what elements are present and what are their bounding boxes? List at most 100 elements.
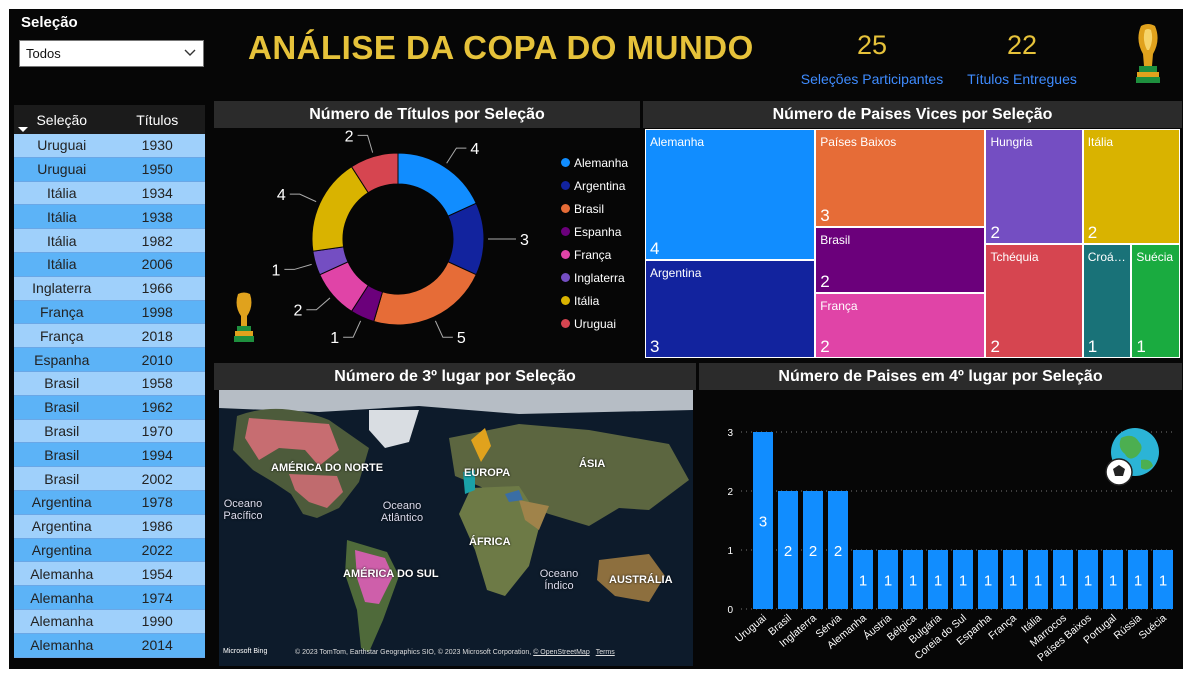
treemap-chart: Alemanha 4 Argentina 3 Países Baixos 3 Brasil 2… [645,129,1180,358]
donut-leader-line [434,320,453,338]
bar-6[interactable] [903,550,923,609]
table-row[interactable]: Argentina 2022 [14,538,205,563]
table-row[interactable]: Alemanha 1974 [14,586,205,610]
bar-data-label: 1 [909,573,917,590]
column-header-selecao[interactable]: Seleção [36,111,88,128]
table-row[interactable]: Alemanha 1954 [14,562,205,587]
donut-title: Número de Títulos por Seleção [214,101,640,128]
bar-3[interactable] [828,491,848,609]
treemap-cell[interactable]: Argentina 3 [645,259,816,358]
legend-item-itália[interactable]: Itália [561,289,651,312]
map-label-indian: Oceano Índico [539,568,579,592]
legend-item-inglaterra[interactable]: Inglaterra [561,266,651,289]
table-row[interactable]: Brasil 1994 [14,443,205,468]
legend-item-frança[interactable]: França [561,243,651,266]
treemap-cell[interactable]: Suécia 1 [1131,243,1180,358]
x-category-label: Rússia [1112,612,1144,642]
treemap-cell-value: 4 [650,238,660,258]
bar-data-label: 2 [834,543,842,560]
donut-slice-alemanha[interactable] [397,152,477,217]
donut-slice-brasil[interactable] [373,261,477,326]
treemap-cell[interactable]: Hungria 2 [985,129,1083,244]
table-row[interactable]: Itália 1982 [14,229,205,253]
cell-selecao: Brasil [44,399,80,416]
cell-selecao: Uruguai [37,137,87,154]
bar-9[interactable] [978,550,998,609]
table-row[interactable]: Alemanha 2014 [14,633,205,658]
treemap-cell[interactable]: Países Baixos 3 [815,129,986,228]
map-label-eu: EUROPA [464,467,511,479]
legend-item-alemanha[interactable]: Alemanha [561,151,651,174]
sort-desc-icon[interactable] [18,127,28,132]
donut-slice-uruguai[interactable] [350,152,399,194]
bar-8[interactable] [953,550,973,609]
kpi-participants-value: 25 [856,30,888,60]
table-row[interactable]: Alemanha 1990 [14,609,205,634]
bar-5[interactable] [878,550,898,609]
table-row[interactable]: Itália 1934 [14,181,205,206]
legend-label: França [574,247,612,262]
world-map[interactable]: AMÉRICA DO NORTE EUROPA ÁSIA ÁFRICA AMÉR… [219,390,693,666]
table-row[interactable]: Uruguai 1930 [14,134,205,158]
bar-2[interactable] [803,491,823,609]
cell-titulos: 1970 [141,422,173,439]
treemap-cell[interactable]: Tchéquia 2 [985,243,1083,358]
table-row[interactable]: Itália 1938 [14,205,205,230]
table-row[interactable]: Espanha 2010 [14,348,205,372]
bar-data-label: 3 [759,514,767,531]
treemap-cell[interactable]: Brasil 2 [815,227,986,293]
table-row[interactable]: Brasil 2002 [14,467,205,491]
map-canvas [219,390,693,666]
donut-data-label: 1 [330,330,339,347]
table-row[interactable]: Uruguai 1950 [14,157,205,182]
donut-leader-line [289,193,317,203]
table-row[interactable]: Argentina 1978 [14,490,205,515]
table-row[interactable]: Brasil 1958 [14,371,205,396]
cell-titulos: 1990 [141,613,173,630]
bar-1[interactable] [778,491,798,609]
bar-14[interactable] [1103,550,1123,609]
table-row[interactable]: Argentina 1986 [14,514,205,539]
map-label-sa: AMÉRICA DO SUL [343,568,439,580]
table-row[interactable]: Itália 2006 [14,252,205,277]
small-trophy-icon [234,292,254,342]
treemap-title: Número de Paises Vices por Seleção [643,101,1182,128]
legend-item-uruguai[interactable]: Uruguai [561,312,651,335]
cell-titulos: 1974 [141,589,173,606]
legend-item-argentina[interactable]: Argentina [561,174,651,197]
treemap-cell[interactable]: Alemanha 4 [645,129,816,260]
bar-12[interactable] [1053,550,1073,609]
bar-16[interactable] [1153,550,1173,609]
table-row[interactable]: Brasil 1970 [14,419,205,444]
bar-data-label: 1 [984,573,992,590]
bar-11[interactable] [1028,550,1048,609]
bar-title: Número de Paises em 4º lugar por Seleção [699,363,1182,390]
terms-link[interactable]: Terms [595,649,615,656]
donut-data-label: 3 [520,232,529,249]
table-row[interactable]: Brasil 1962 [14,395,205,420]
bar-0[interactable] [753,432,773,609]
legend-item-brasil[interactable]: Brasil [561,197,651,220]
bar-13[interactable] [1078,550,1098,609]
osm-link[interactable]: © OpenStreetMap [533,649,590,656]
treemap-cell[interactable]: França 2 [815,292,986,358]
map-label-as: ÁSIA [579,458,606,470]
bar-10[interactable] [1003,550,1023,609]
treemap-cell-label: Suécia [1136,249,1174,264]
bar-15[interactable] [1128,550,1148,609]
table-row[interactable]: França 1998 [14,300,205,325]
treemap-cell-label: França [820,298,858,313]
table-row[interactable]: França 2018 [14,324,205,349]
cell-titulos: 1950 [141,161,173,178]
table-row[interactable]: Inglaterra 1966 [14,276,205,301]
treemap-cell[interactable]: Itália 2 [1082,129,1180,244]
y-tick-label: 1 [727,546,733,557]
bar-4[interactable] [853,550,873,609]
donut-panel: Número de Títulos por Seleção [214,101,640,128]
legend-item-espanha[interactable]: Espanha [561,220,651,243]
selecao-dropdown[interactable]: Todos [19,40,204,67]
legend-label: Uruguai [574,316,617,331]
treemap-cell[interactable]: Croá… 1 [1082,243,1132,358]
column-header-titulos[interactable]: Títulos [136,111,179,128]
bar-7[interactable] [928,550,948,609]
